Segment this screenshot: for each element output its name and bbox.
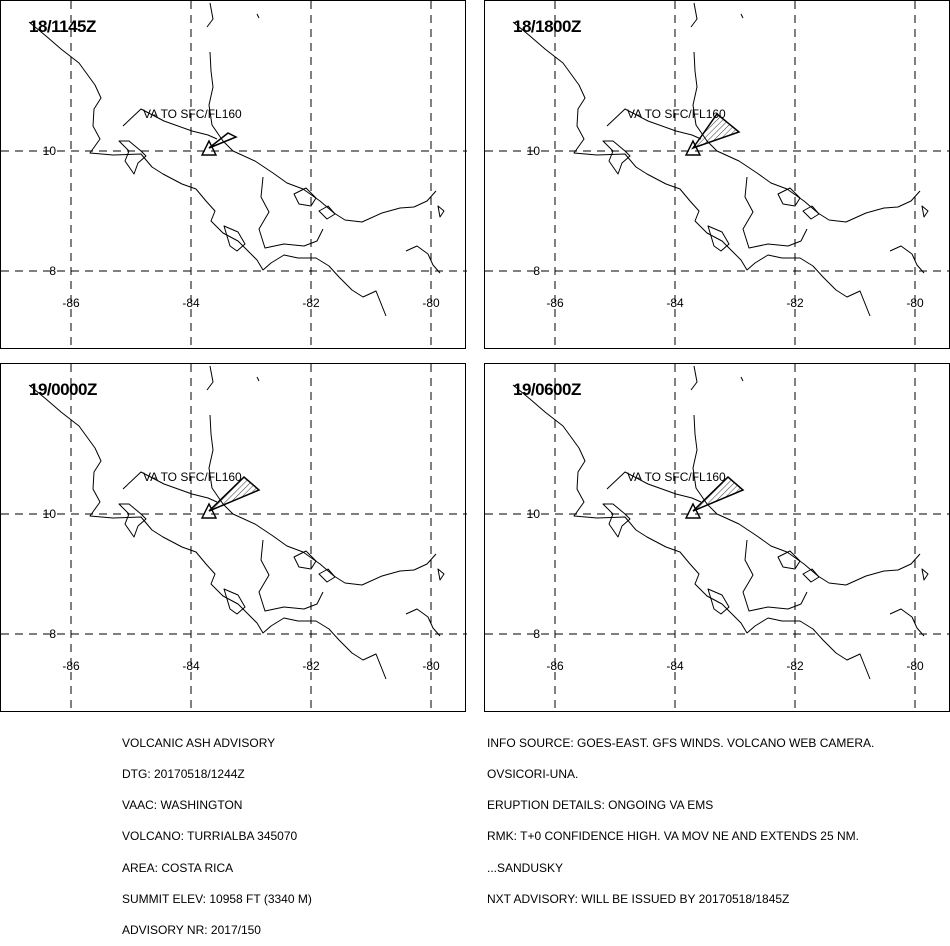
- plume-label: VA TO SFC/FL160: [143, 470, 242, 484]
- coastline: [208, 51, 437, 223]
- coastline: [707, 225, 730, 252]
- lat-label: 8: [49, 627, 56, 641]
- map-canvas: 10 8 -86 -84 -82 -80 VA TO SFC/FL160: [485, 364, 950, 713]
- coastline: [118, 503, 147, 538]
- map-panel-4: 10 8 -86 -84 -82 -80 VA TO SFC/FL160 19/0600Z: [484, 363, 950, 713]
- coastline: [28, 384, 387, 680]
- forecast-time: 19/0000Z: [29, 380, 97, 399]
- advisory-volcano: VOLCANO: TURRIALBA 345070: [122, 829, 298, 844]
- plume-label: VA TO SFC/FL160: [627, 107, 726, 121]
- ash-plume: [691, 112, 741, 150]
- volcano-marker: [200, 502, 218, 519]
- lon-label: -84: [666, 659, 684, 673]
- advisory-number: ADVISORY NR: 2017/150: [122, 923, 261, 938]
- lon-label: -80: [906, 659, 924, 673]
- advisory-dtg: DTG: 20170518/1244Z: [122, 767, 245, 782]
- lon-label: -86: [546, 659, 564, 673]
- coastline: [889, 205, 929, 274]
- coastline: [606, 108, 702, 140]
- plume-label: VA TO SFC/FL160: [143, 107, 242, 121]
- coastline: [258, 539, 324, 612]
- lon-label: -86: [546, 296, 564, 310]
- lat-label: 10: [527, 144, 541, 158]
- advisory-summit: SUMMIT ELEV: 10958 FT (3340 M): [122, 891, 312, 906]
- coastline: [707, 588, 730, 615]
- coastline: [208, 414, 437, 586]
- volcano-marker: [684, 139, 702, 156]
- volcano-marker: [684, 502, 702, 519]
- advisory-next: NXT ADVISORY: WILL BE ISSUED BY 20170518…: [487, 891, 790, 906]
- lat-label: 10: [43, 507, 57, 521]
- advisory-info-source: INFO SOURCE: GOES-EAST. GFS WINDS. VOLCA…: [487, 735, 875, 750]
- lon-label: -80: [422, 296, 440, 310]
- advisory-forecaster: ...SANDUSKY: [487, 860, 564, 875]
- map-panel-3: 10 8 -86 -84 -82 -80 VA TO SFC/FL160 19/0000Z: [0, 363, 467, 713]
- coastline: [692, 51, 921, 223]
- coastline: [602, 140, 631, 175]
- lon-label: -86: [62, 659, 80, 673]
- lon-label: -80: [422, 659, 440, 673]
- lon-label: -82: [786, 659, 804, 673]
- coastline: [223, 588, 246, 615]
- lat-label: 8: [49, 264, 56, 278]
- coastline: [118, 140, 147, 175]
- map-canvas: 10 8 -86 -84 -82 -80 VA TO SFC/FL160: [485, 1, 950, 350]
- coastline: [293, 187, 336, 220]
- coastline: [28, 21, 387, 317]
- lon-label: -84: [182, 296, 200, 310]
- advisory-eruption: ERUPTION DETAILS: ONGOING VA EMS: [487, 798, 714, 813]
- coastline: [742, 539, 808, 612]
- plume-label: VA TO SFC/FL160: [627, 470, 726, 484]
- coastline: [742, 176, 808, 249]
- volcano-marker: [200, 139, 218, 156]
- forecast-time: 18/1800Z: [513, 17, 581, 36]
- coastline: [512, 21, 871, 317]
- coastline: [777, 550, 820, 583]
- lat-label: 10: [527, 507, 541, 521]
- coastline: [690, 2, 744, 28]
- lat-label: 8: [533, 264, 540, 278]
- lon-label: -82: [786, 296, 804, 310]
- advisory-area: AREA: COSTA RICA: [122, 860, 234, 875]
- map-panel-1: 10 8 -86 -84 -82 -80 VA TO SFC/FL160 18/1145Z: [0, 0, 467, 350]
- lat-label: 10: [43, 144, 57, 158]
- coastline: [512, 384, 871, 680]
- lon-label: -82: [302, 296, 320, 310]
- coastline: [602, 503, 631, 538]
- map-panel-2: 10 8 -86 -84 -82 -80 VA TO SFC/FL160 18/1800Z: [484, 0, 950, 350]
- ash-plume: [208, 132, 238, 149]
- coastline: [206, 365, 260, 391]
- advisory-info-source-2: OVSICORI-UNA.: [487, 767, 579, 782]
- lon-label: -84: [182, 659, 200, 673]
- advisory-vaac: VAAC: WASHINGTON: [122, 798, 243, 813]
- advisory-right-text: INFO SOURCE: GOES-EAST. GFS WINDS. VOLCA…: [487, 717, 874, 915]
- forecast-time: 19/0600Z: [513, 380, 581, 399]
- coastline: [405, 205, 445, 274]
- ash-plume: [208, 475, 261, 512]
- coastline: [206, 2, 260, 28]
- coastline: [777, 187, 820, 220]
- coastline: [692, 414, 921, 586]
- coastline: [889, 568, 929, 637]
- advisory-left-text: VOLCANIC ASH ADVISORY DTG: 20170518/1244…: [122, 717, 312, 946]
- coastline: [690, 365, 744, 391]
- coastline: [122, 471, 218, 503]
- lon-label: -86: [62, 296, 80, 310]
- map-canvas: 10 8 -86 -84 -82 -80 VA TO SFC/FL160: [1, 1, 467, 350]
- coastline: [405, 568, 445, 637]
- coastline: [223, 225, 246, 252]
- map-canvas: 10 8 -86 -84 -82 -80 VA TO SFC/FL160: [1, 364, 467, 713]
- coastline: [122, 108, 218, 140]
- advisory-title: VOLCANIC ASH ADVISORY: [122, 735, 276, 750]
- lon-label: -80: [906, 296, 924, 310]
- coastline: [258, 176, 324, 249]
- ash-plume: [692, 475, 745, 512]
- coastline: [606, 471, 702, 503]
- lon-label: -84: [666, 296, 684, 310]
- coastline: [293, 550, 336, 583]
- lon-label: -82: [302, 659, 320, 673]
- forecast-time: 18/1145Z: [29, 17, 96, 36]
- advisory-remark: RMK: T+0 CONFIDENCE HIGH. VA MOV NE AND …: [487, 829, 859, 844]
- lat-label: 8: [533, 627, 540, 641]
